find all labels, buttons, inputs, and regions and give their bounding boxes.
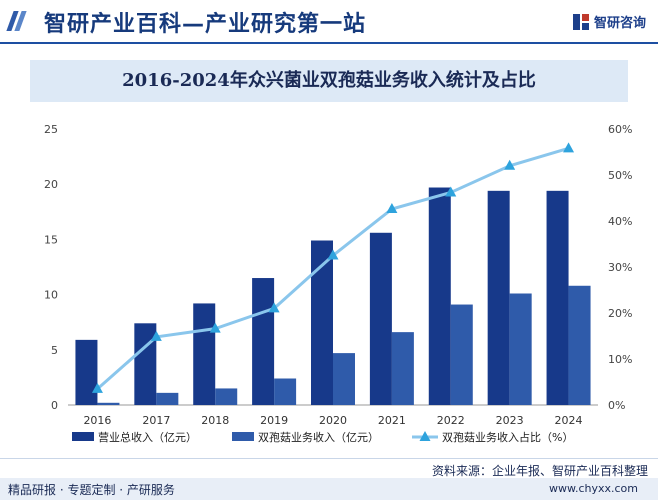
legend-ratio-marker [419, 431, 431, 441]
ratio-point [209, 322, 221, 333]
business-bar [215, 388, 238, 405]
ratio-point [445, 186, 457, 197]
y-right-tick-label: 0% [608, 399, 625, 412]
ratio-point [268, 302, 280, 313]
x-tick-label: 2023 [496, 414, 524, 427]
footer: 资料来源：企业年报、智研产业百科整理 精品研报 · 专题定制 · 产研服务 ww… [0, 458, 658, 500]
logo-text: 智研咨询 [593, 16, 646, 31]
footer-divider [0, 458, 658, 459]
business-bar [274, 378, 297, 405]
legend-business-label: 双孢菇业务收入（亿元） [258, 430, 379, 444]
header-title: 智研产业百科—产业研究第一站 [44, 12, 367, 37]
y-right-tick-label: 10% [608, 353, 632, 366]
revenue-bar [311, 240, 333, 405]
business-bar [509, 293, 532, 405]
business-bar [333, 353, 355, 405]
ratio-point [150, 330, 162, 341]
x-tick-label: 2020 [319, 414, 347, 427]
revenue-bar [369, 232, 392, 405]
y-left-tick-label: 0 [51, 399, 58, 412]
y-right-tick-label: 50% [608, 169, 632, 182]
x-tick-label: 2016 [83, 414, 111, 427]
logo-icon [572, 13, 589, 30]
x-tick-label: 2017 [142, 414, 170, 427]
header: 智研产业百科—产业研究第一站 智研咨询 [0, 0, 658, 44]
business-bar [568, 285, 591, 405]
legend-business-swatch [232, 432, 254, 441]
ratio-point [327, 249, 339, 260]
chart-title: 2016-2024年众兴菌业双孢菇业务收入统计及占比 [122, 70, 536, 91]
business-bar [391, 332, 414, 405]
source-note: 资料来源：企业年报、智研产业百科整理 [431, 464, 648, 478]
ratio-point [386, 203, 398, 214]
x-tick-label: 2019 [260, 414, 288, 427]
revenue-bar [428, 187, 451, 405]
y-left-tick-label: 5 [51, 344, 58, 357]
logo: 智研咨询 [572, 12, 646, 31]
bottom-bar: 精品研报 · 专题定制 · 产研服务 www.chyxx.com [0, 478, 658, 500]
revenue-bar [252, 278, 275, 405]
brand-stripes-icon [6, 11, 27, 31]
y-left-tick-label: 15 [44, 233, 58, 246]
y-left-tick-label: 20 [44, 178, 58, 191]
x-tick-label: 2022 [437, 414, 465, 427]
x-tick-label: 2024 [555, 414, 583, 427]
x-tick-label: 2018 [201, 414, 229, 427]
revenue-bar [487, 190, 510, 405]
chart-title-bar: 2016-2024年众兴菌业双孢菇业务收入统计及占比 [30, 60, 628, 102]
ratio-point [91, 382, 103, 393]
website-url: www.chyxx.com [548, 482, 638, 495]
revenue-bar [134, 323, 157, 405]
ratio-point [504, 159, 516, 170]
x-tick-label: 2021 [378, 414, 406, 427]
services-text: 精品研报 · 专题定制 · 产研服务 [8, 483, 175, 497]
y-right-tick-label: 20% [608, 307, 632, 320]
revenue-bar [546, 190, 569, 405]
chart: 0 5 10 15 20 25 0% 10% 20% 30% 40% 50% 60% 2016 2017… [44, 123, 632, 444]
legend-revenue-swatch [72, 432, 94, 441]
business-bar [450, 304, 473, 405]
legend-ratio-label: 双孢菇业务收入占比（%） [442, 430, 573, 444]
y-right-tick-label: 40% [608, 215, 632, 228]
y-right-tick-label: 60% [608, 123, 632, 136]
header-divider [0, 42, 658, 44]
revenue-bar [193, 303, 216, 405]
y-right-tick-label: 30% [608, 261, 632, 274]
y-left-tick-label: 10 [44, 289, 58, 302]
business-bar [97, 402, 120, 405]
y-left-tick-label: 25 [44, 123, 58, 136]
ratio-point [563, 142, 575, 153]
business-bar [156, 392, 179, 405]
legend-revenue-label: 营业总收入（亿元） [98, 430, 197, 444]
revenue-bar [75, 339, 98, 405]
